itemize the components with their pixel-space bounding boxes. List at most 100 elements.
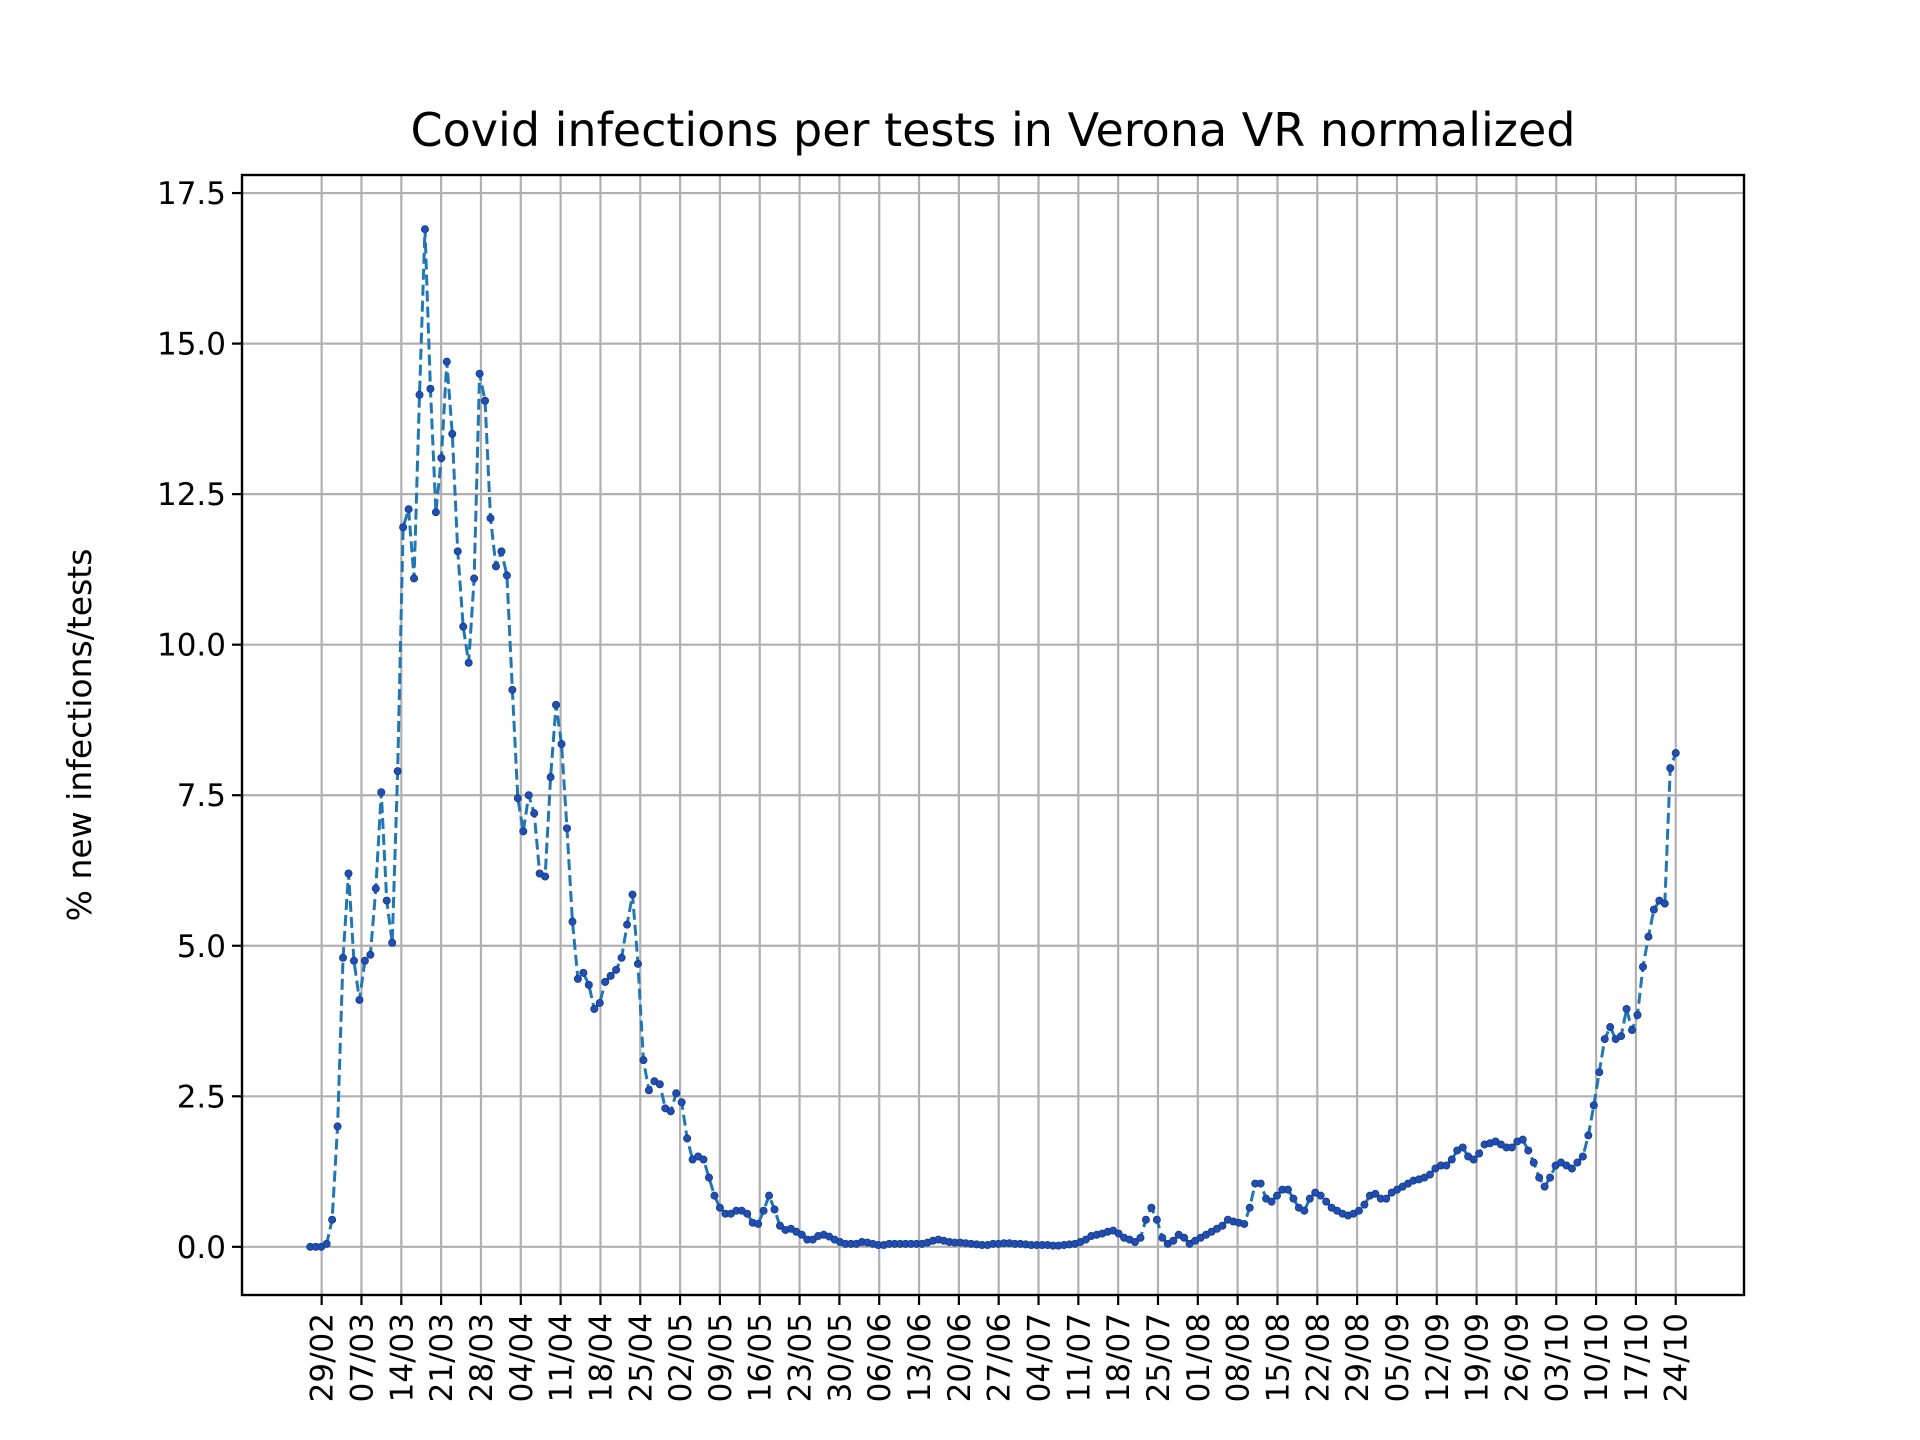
data-point (704, 1173, 713, 1182)
x-tick-label: 20/06 (942, 1313, 978, 1402)
data-point (770, 1205, 779, 1214)
x-tick-label: 10/10 (1579, 1313, 1615, 1402)
data-point (1131, 1238, 1140, 1247)
x-tick-label: 11/07 (1061, 1313, 1097, 1402)
data-point (1622, 1004, 1631, 1013)
data-point (1535, 1173, 1544, 1182)
y-tick-label: 7.5 (177, 778, 226, 814)
data-point (1628, 1026, 1637, 1035)
data-point (1141, 1215, 1150, 1224)
x-tick-label: 06/06 (862, 1313, 898, 1402)
y-tick-label: 0.0 (177, 1230, 226, 1266)
data-point (623, 920, 632, 929)
chart-title: Covid infections per tests in Verona VR … (411, 103, 1576, 157)
data-point (1529, 1158, 1538, 1167)
data-point (519, 827, 528, 836)
data-point (710, 1191, 719, 1200)
data-point (683, 1134, 692, 1143)
x-tick-label: 18/07 (1101, 1313, 1137, 1402)
data-point (475, 369, 484, 378)
data-point (1289, 1194, 1298, 1203)
x-tick-label: 04/07 (1022, 1313, 1058, 1402)
data-point (628, 890, 637, 899)
data-point (502, 571, 511, 580)
x-tick-label: 23/05 (783, 1313, 819, 1402)
x-tick-label: 08/08 (1221, 1313, 1257, 1402)
y-tick-label: 2.5 (177, 1079, 226, 1115)
x-tick-label: 28/03 (464, 1313, 500, 1402)
x-tick-label: 19/09 (1460, 1313, 1496, 1402)
x-tick-label: 04/04 (504, 1313, 540, 1402)
data-point (552, 700, 561, 709)
x-tick-label: 17/10 (1619, 1313, 1655, 1402)
data-point (530, 809, 539, 818)
x-tick-label: 21/03 (424, 1313, 460, 1402)
y-tick-label: 12.5 (157, 477, 226, 513)
data-point (415, 390, 424, 399)
data-point (1600, 1035, 1609, 1044)
data-point (497, 547, 506, 556)
data-point (1245, 1203, 1254, 1212)
x-tick-label: 29/08 (1340, 1313, 1376, 1402)
data-point (1617, 1032, 1626, 1041)
data-point (677, 1098, 686, 1107)
data-point (1666, 764, 1675, 773)
data-point (1360, 1200, 1369, 1209)
data-point (1114, 1229, 1123, 1238)
data-point (1660, 899, 1669, 908)
x-tick-label: 16/05 (743, 1313, 779, 1402)
data-point (1316, 1191, 1325, 1200)
data-point (1136, 1233, 1145, 1242)
data-point (371, 884, 380, 893)
data-point (448, 429, 457, 438)
data-point (459, 622, 468, 631)
x-tick-label: 13/06 (902, 1313, 938, 1402)
data-point (366, 950, 375, 959)
data-point (672, 1089, 681, 1098)
data-point (1240, 1219, 1249, 1228)
data-point (1147, 1203, 1156, 1212)
data-point (557, 740, 566, 749)
data-point (470, 574, 479, 583)
grid (242, 175, 1744, 1295)
data-point (382, 896, 391, 905)
x-tick-label: 12/09 (1420, 1313, 1456, 1402)
data-point (464, 658, 473, 667)
data-point (666, 1107, 675, 1116)
data-point (524, 791, 533, 800)
data-point (1081, 1235, 1090, 1244)
data-point (349, 956, 358, 965)
x-tick-label: 15/08 (1260, 1313, 1296, 1402)
data-point (1180, 1233, 1189, 1242)
x-tick-label: 27/06 (982, 1313, 1018, 1402)
x-tick-label: 03/10 (1539, 1313, 1575, 1402)
y-tick-label: 15.0 (157, 327, 226, 363)
x-tick-label: 01/08 (1181, 1313, 1217, 1402)
data-point (1475, 1149, 1484, 1158)
series-line (310, 227, 1678, 1249)
y-axis-label: % new infections/tests (60, 549, 99, 922)
data-point (1283, 1185, 1292, 1194)
data-point (410, 574, 419, 583)
x-tick-label: 14/03 (384, 1313, 420, 1402)
x-tick-label: 11/04 (544, 1313, 580, 1402)
data-point (715, 1203, 724, 1212)
data-point (437, 454, 446, 463)
data-point (486, 514, 495, 523)
data-point (584, 980, 593, 989)
data-point (562, 824, 571, 833)
data-point (1322, 1197, 1331, 1206)
data-point (808, 1235, 817, 1244)
data-point (1158, 1233, 1167, 1242)
data-point (377, 788, 386, 797)
data-point (1442, 1161, 1451, 1170)
data-point (655, 1080, 664, 1089)
data-point (1152, 1215, 1161, 1224)
data-point (1638, 962, 1647, 971)
data-point (1595, 1068, 1604, 1077)
data-point (1354, 1206, 1363, 1215)
data-point (1305, 1194, 1314, 1203)
data-point (699, 1155, 708, 1164)
